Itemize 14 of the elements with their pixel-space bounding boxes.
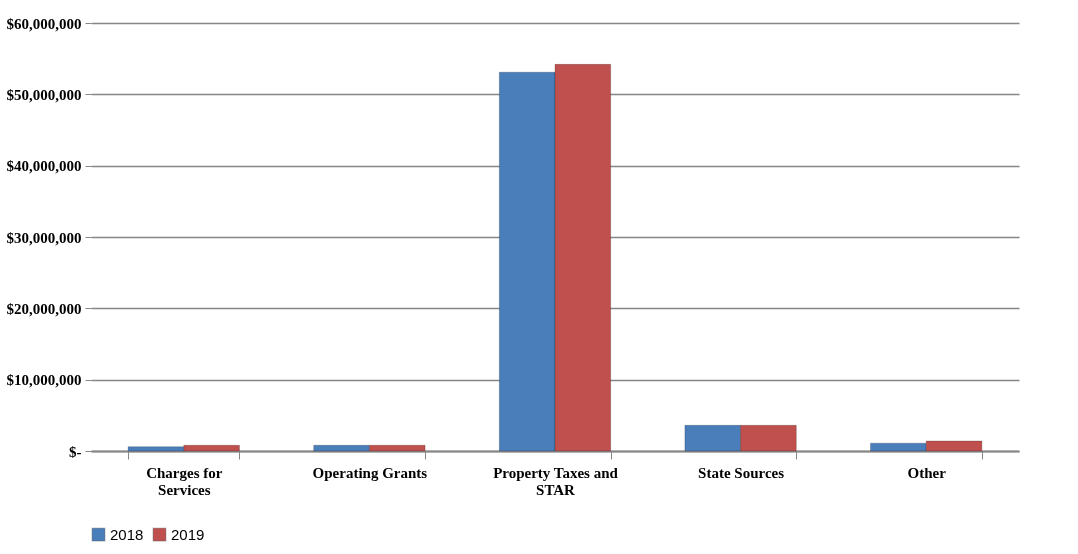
x-tick-label: Operating Grants xyxy=(312,464,428,481)
legend-label: 2018 xyxy=(110,525,144,543)
x-tick-label: Other xyxy=(907,464,947,481)
legend-label: 2019 xyxy=(171,525,205,543)
y-tick-label: $20,000,000 xyxy=(6,300,82,317)
y-tick-label: $40,000,000 xyxy=(6,158,82,175)
y-tick-label: $10,000,000 xyxy=(6,372,82,389)
y-tick-label: $50,000,000 xyxy=(6,86,82,103)
x-tick-label: Property Taxes and STAR xyxy=(493,464,619,498)
y-tick-label: $- xyxy=(69,443,82,460)
y-tick-label: $30,000,000 xyxy=(6,229,82,246)
x-tick-label: State Sources xyxy=(698,464,785,481)
y-tick-label: $60,000,000 xyxy=(6,15,82,32)
x-tick-label: Charges for Services xyxy=(146,464,223,498)
